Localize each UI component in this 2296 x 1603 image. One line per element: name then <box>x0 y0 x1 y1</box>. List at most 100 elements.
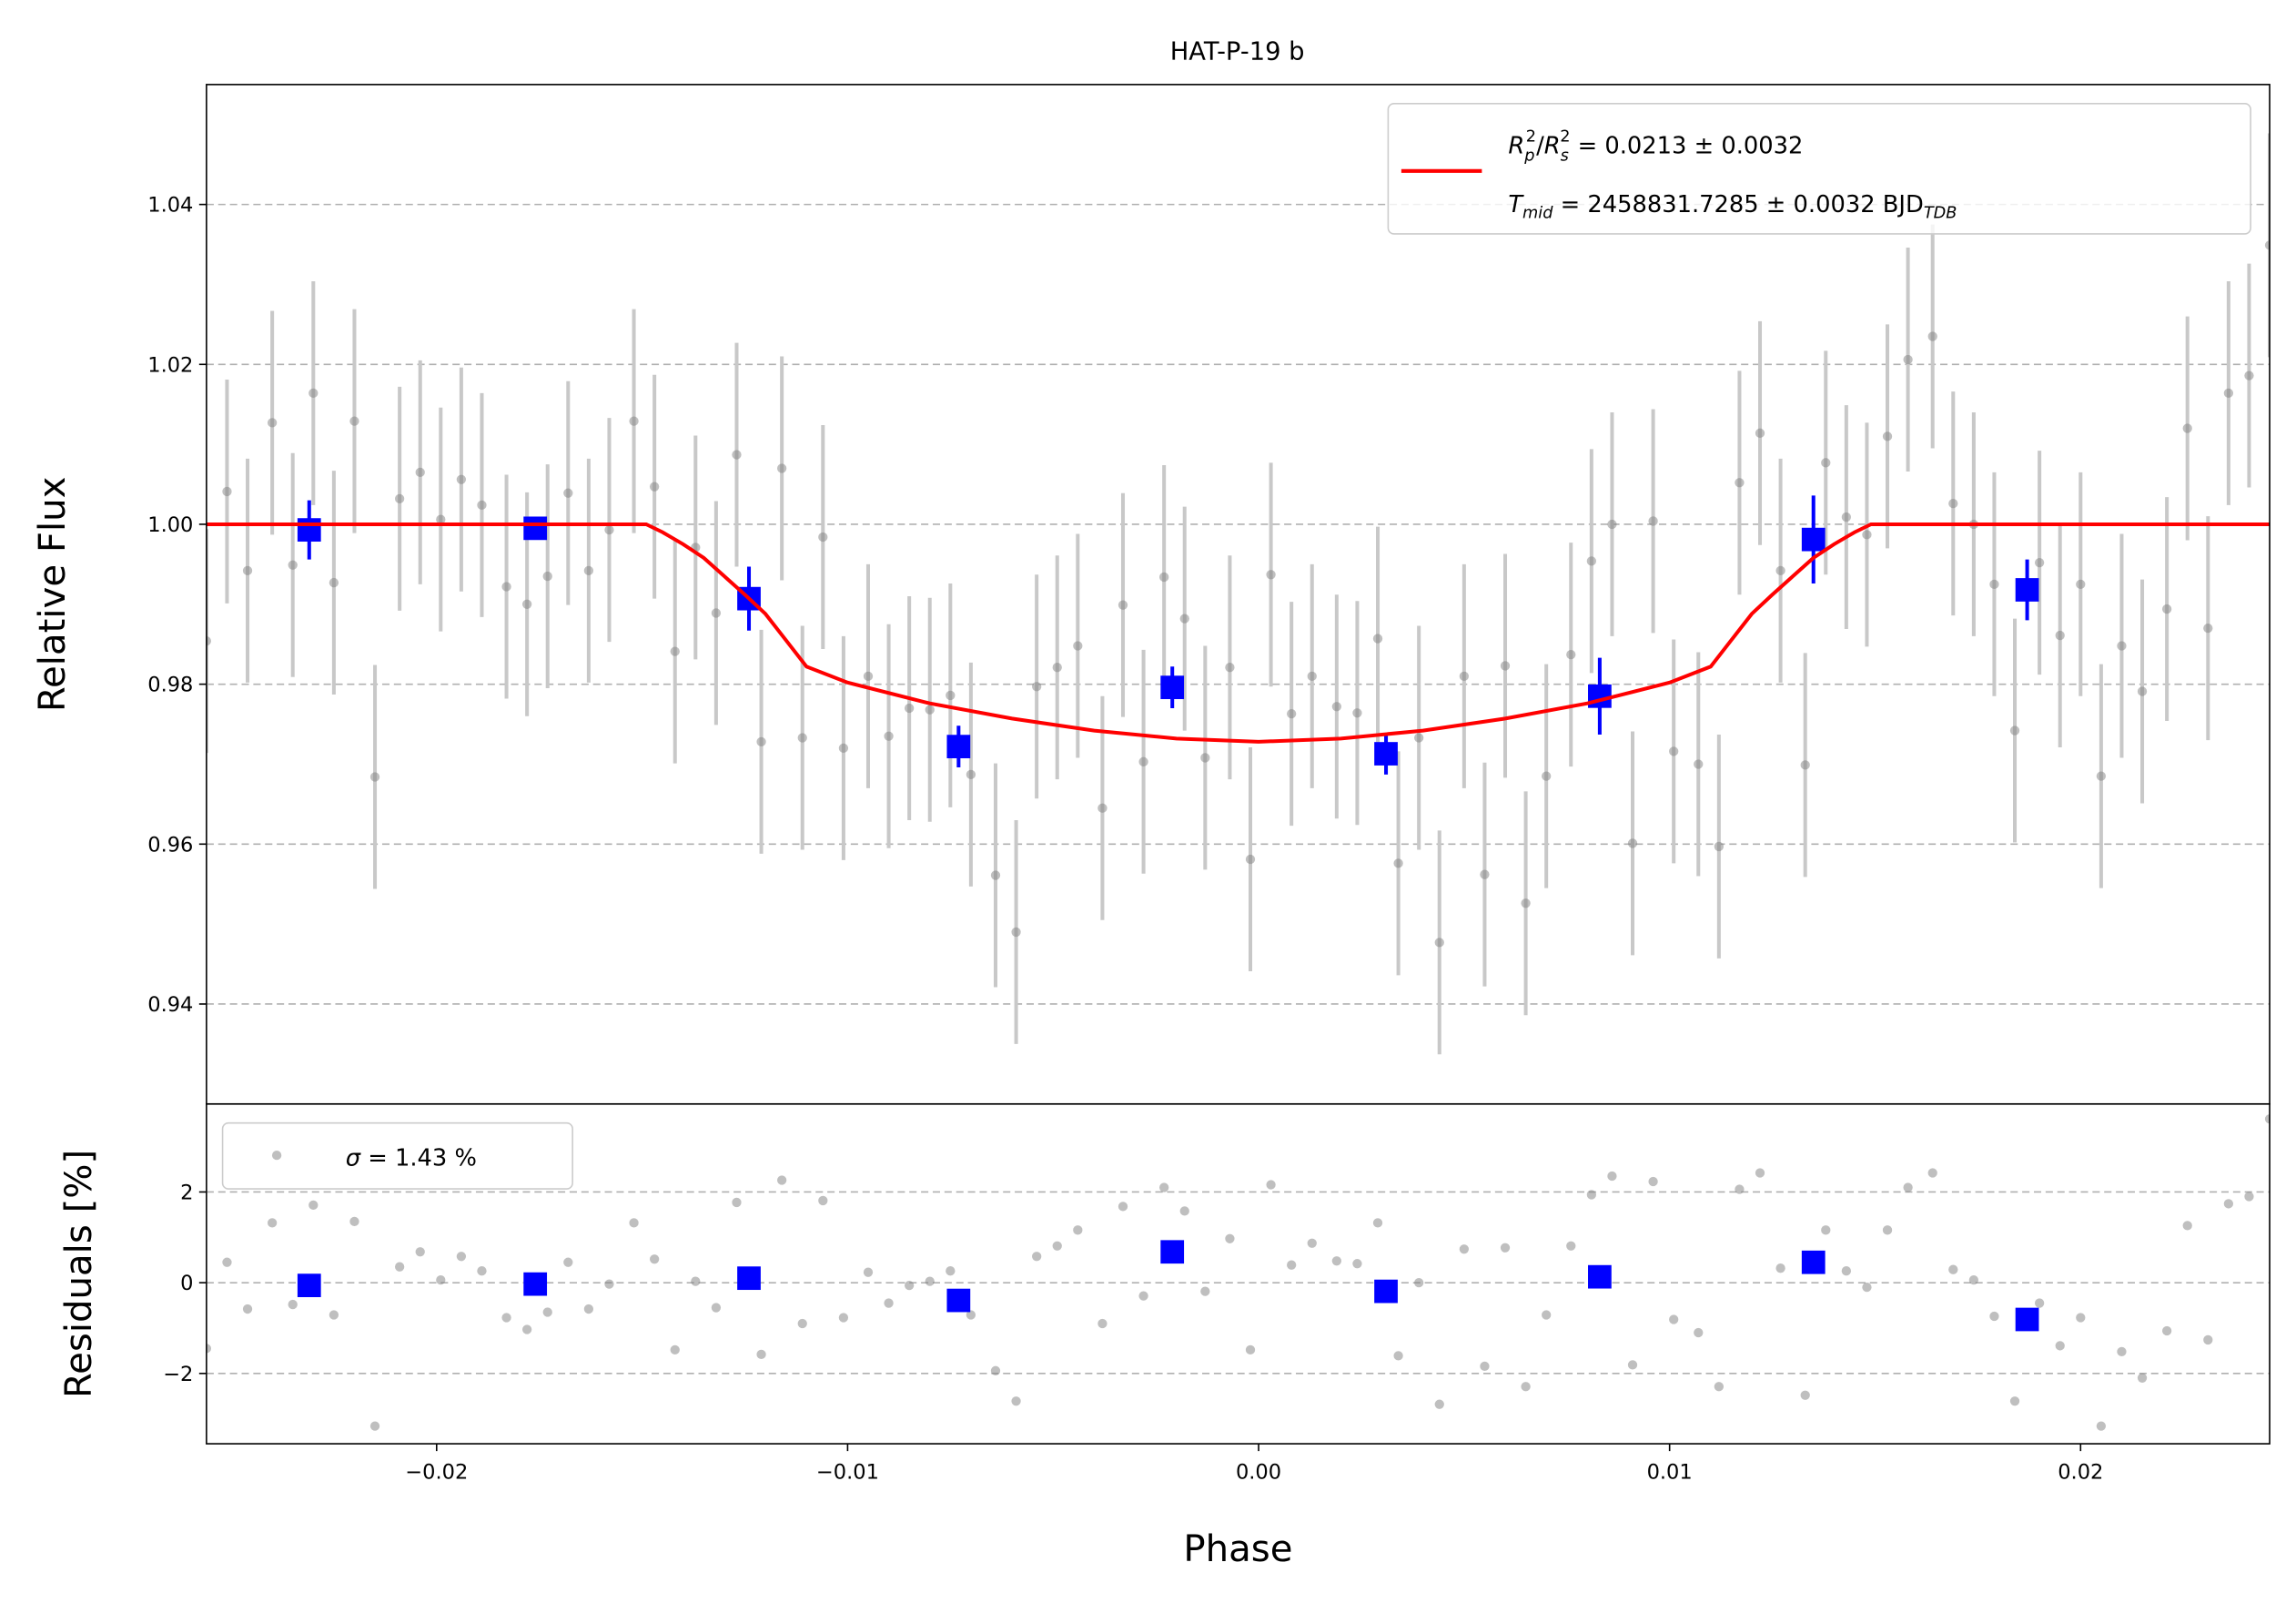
data-point <box>1542 1310 1552 1320</box>
data-point <box>1179 1206 1189 1216</box>
legend-text: mid <box>1522 204 1553 222</box>
data-point <box>629 416 639 426</box>
data-point <box>1011 1396 1021 1406</box>
y-axis-label: Residuals [%] <box>58 1150 100 1398</box>
y-tick-label: −2 <box>163 1363 193 1386</box>
y-tick-label: 1.00 <box>147 513 193 537</box>
binned-point <box>1374 1279 1398 1304</box>
data-point <box>1800 760 1810 770</box>
data-point <box>521 599 532 609</box>
data-point <box>2223 1199 2234 1209</box>
y-tick-label: 0.94 <box>147 993 193 1017</box>
data-point <box>838 743 849 754</box>
legend-text: = 1.43 % <box>360 1144 477 1172</box>
binned-point <box>297 518 321 542</box>
data-point <box>2096 1421 2107 1431</box>
data-point <box>2264 240 2271 250</box>
data-point <box>288 1299 298 1310</box>
data-point <box>1011 927 1021 938</box>
data-point <box>2096 771 2107 781</box>
data-point <box>436 1275 446 1285</box>
y-tick-label: 0.98 <box>147 674 193 697</box>
data-point <box>1627 838 1638 848</box>
data-point <box>436 514 446 524</box>
data-point <box>1052 663 1062 673</box>
axes: 0.94 0.96 0.98 1.00 1.02 1.04 Relative Flux −2 0… <box>32 84 2271 1570</box>
data-point <box>2244 370 2254 380</box>
data-point <box>884 731 894 741</box>
legend: Rp2/Rs2 = 0.0213 ± 0.0032 Tmid = 2458831… <box>1387 102 2251 235</box>
data-point <box>1669 1314 1679 1324</box>
axes-frame <box>206 1102 2271 1445</box>
data-point <box>521 1324 532 1334</box>
data-point <box>288 560 298 570</box>
data-point <box>818 532 828 543</box>
data-point <box>1800 1390 1810 1400</box>
data-point <box>501 1313 511 1323</box>
data-point <box>2009 1396 2020 1406</box>
data-point <box>583 1304 594 1314</box>
data-point <box>206 636 212 646</box>
axes-frame <box>206 84 2271 1105</box>
binned-point <box>523 516 548 541</box>
data-point <box>1714 841 1725 852</box>
data-point <box>1694 759 1704 769</box>
data-point <box>2137 686 2148 696</box>
data-point <box>1307 671 1317 681</box>
data-point <box>2161 1325 2172 1336</box>
data-point <box>838 1313 849 1323</box>
data-point <box>1566 1241 1576 1251</box>
data-point <box>1200 1286 1210 1296</box>
data-point <box>1821 1225 1831 1235</box>
data-point <box>925 705 935 715</box>
data-point <box>990 870 1001 880</box>
data-point <box>1372 634 1383 644</box>
data-point <box>242 565 253 576</box>
legend-label: σ = 1.43 % <box>346 1144 477 1172</box>
x-tick-label: 0.01 <box>1647 1461 1693 1485</box>
legend-text: T <box>1508 191 1524 218</box>
data-point <box>1245 854 1256 865</box>
binned-point <box>737 1266 761 1291</box>
x-tick-label: −0.02 <box>405 1461 468 1485</box>
data-point <box>2182 423 2192 433</box>
data-point <box>1903 1182 1913 1192</box>
data-point <box>349 416 359 426</box>
data-point <box>797 1318 807 1329</box>
data-point <box>1159 572 1169 583</box>
data-point <box>1607 1171 1617 1182</box>
data-point <box>583 565 594 576</box>
data-point <box>1307 1238 1317 1248</box>
data-point <box>1821 458 1831 468</box>
data-point <box>206 1344 212 1354</box>
data-point <box>1459 671 1469 681</box>
data-point <box>1841 1266 1852 1276</box>
data-point <box>1903 354 1913 365</box>
legend-text: p <box>1523 147 1534 166</box>
data-point <box>756 736 766 747</box>
data-point <box>2055 1341 2065 1351</box>
data-point <box>1948 498 1958 509</box>
legend-text: σ <box>346 1144 361 1172</box>
plot-area <box>206 133 2271 1055</box>
data-point <box>542 571 552 582</box>
data-point <box>1159 1182 1169 1192</box>
y-tick-label: 1.04 <box>147 194 193 218</box>
legend-text: 2 <box>1560 128 1570 147</box>
data-point <box>1225 1233 1235 1243</box>
data-point <box>691 1276 701 1286</box>
data-point <box>925 1276 935 1286</box>
data-point <box>1841 512 1852 522</box>
legend-text: = 0.0213 ± 0.0032 <box>1570 132 1803 159</box>
data-point <box>1775 1263 1785 1273</box>
data-point <box>1927 331 1937 341</box>
data-point <box>1287 708 1297 719</box>
data-point <box>1542 771 1552 781</box>
data-point <box>732 450 742 460</box>
x-axis-label: Phase <box>1183 1528 1292 1570</box>
data-point <box>629 1218 639 1228</box>
binned-point <box>523 1272 548 1296</box>
data-point <box>884 1298 894 1308</box>
model-line <box>206 522 2271 744</box>
